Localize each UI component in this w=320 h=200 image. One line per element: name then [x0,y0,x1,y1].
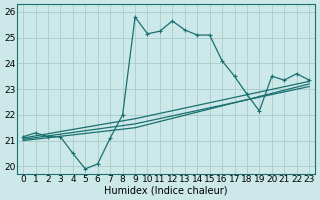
X-axis label: Humidex (Indice chaleur): Humidex (Indice chaleur) [104,186,228,196]
